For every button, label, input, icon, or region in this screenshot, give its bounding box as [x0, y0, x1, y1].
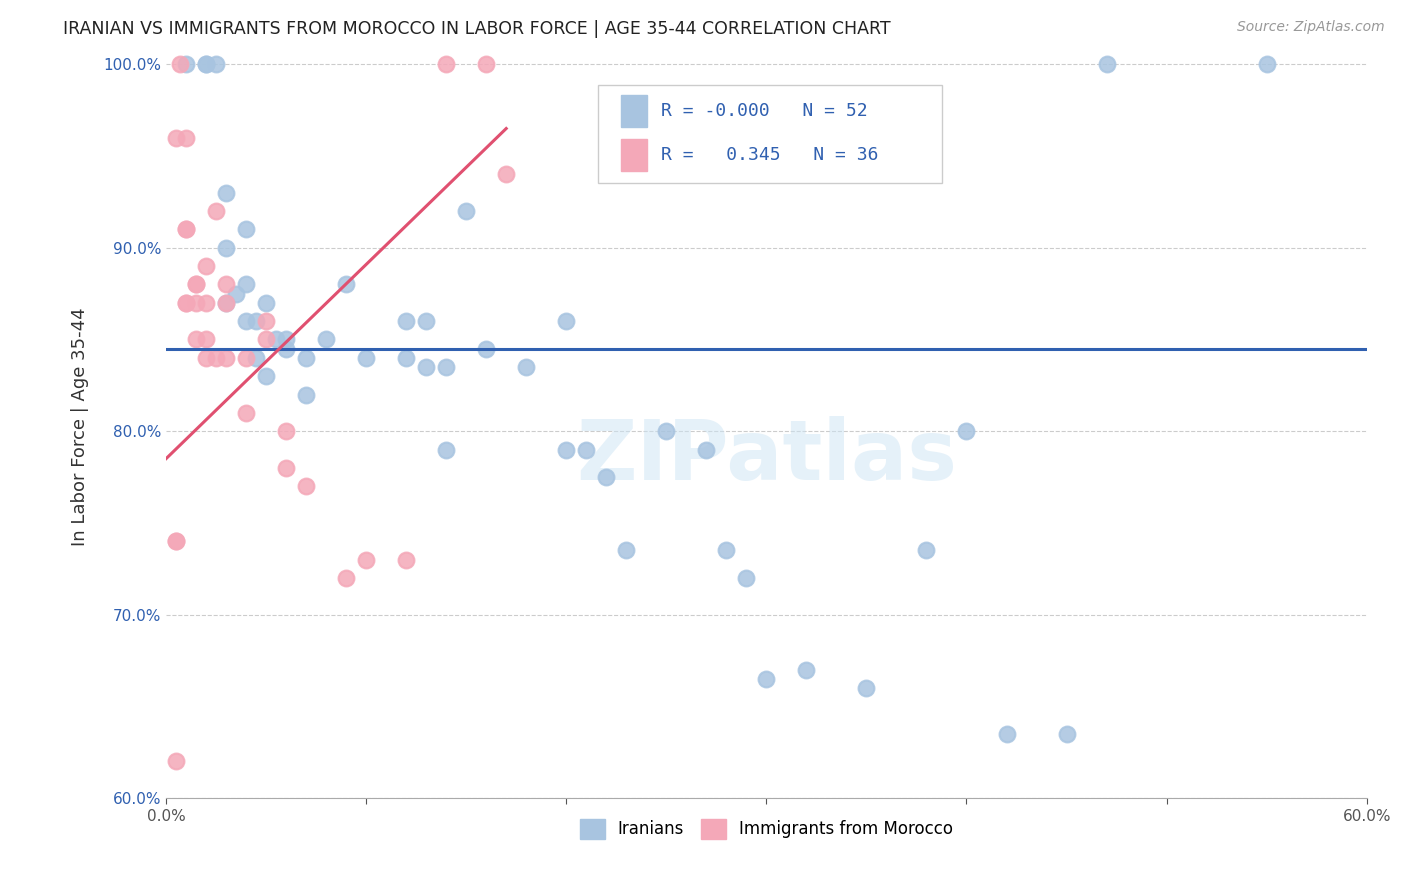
Point	[184, 277, 207, 292]
Point	[195, 57, 218, 71]
Point	[1056, 727, 1078, 741]
Point	[495, 168, 517, 182]
Point	[415, 359, 437, 374]
Point	[174, 295, 197, 310]
Text: ZIPatlas: ZIPatlas	[576, 416, 957, 497]
Point	[174, 222, 197, 236]
Point	[195, 57, 218, 71]
Point	[796, 663, 818, 677]
Point	[184, 333, 207, 347]
Point	[295, 351, 318, 365]
Point	[254, 333, 277, 347]
Point	[174, 130, 197, 145]
Point	[245, 351, 267, 365]
Point	[195, 351, 218, 365]
Point	[274, 424, 297, 438]
Point	[434, 442, 457, 457]
Point	[515, 359, 537, 374]
Point	[254, 369, 277, 384]
Point	[235, 222, 257, 236]
Point	[254, 314, 277, 328]
Point	[915, 543, 938, 558]
Point	[169, 57, 191, 71]
Text: R =   0.345   N = 36: R = 0.345 N = 36	[661, 146, 879, 164]
Point	[695, 442, 717, 457]
Point	[184, 277, 207, 292]
Point	[165, 755, 187, 769]
Point	[475, 57, 498, 71]
Legend: Iranians, Immigrants from Morocco: Iranians, Immigrants from Morocco	[572, 812, 960, 846]
Point	[165, 534, 187, 549]
Point	[434, 57, 457, 71]
Point	[235, 351, 257, 365]
Point	[215, 241, 238, 255]
Point	[335, 277, 357, 292]
Point	[335, 571, 357, 585]
Point	[174, 295, 197, 310]
Point	[655, 424, 678, 438]
Point	[755, 672, 778, 686]
Point	[315, 333, 337, 347]
Point	[195, 259, 218, 273]
Point	[555, 314, 578, 328]
Point	[215, 295, 238, 310]
Point	[475, 342, 498, 356]
Point	[215, 186, 238, 200]
Point	[215, 277, 238, 292]
Point	[274, 461, 297, 475]
Point	[205, 57, 228, 71]
Point	[195, 333, 218, 347]
Point	[215, 351, 238, 365]
Text: Source: ZipAtlas.com: Source: ZipAtlas.com	[1237, 20, 1385, 34]
Point	[195, 295, 218, 310]
Text: IRANIAN VS IMMIGRANTS FROM MOROCCO IN LABOR FORCE | AGE 35-44 CORRELATION CHART: IRANIAN VS IMMIGRANTS FROM MOROCCO IN LA…	[63, 20, 891, 37]
Point	[274, 342, 297, 356]
Point	[395, 314, 418, 328]
Point	[434, 359, 457, 374]
Point	[165, 130, 187, 145]
Point	[595, 470, 617, 484]
Point	[716, 543, 738, 558]
Point	[555, 442, 578, 457]
Point	[955, 424, 977, 438]
Point	[575, 442, 598, 457]
Point	[855, 681, 877, 695]
Point	[245, 314, 267, 328]
Point	[235, 277, 257, 292]
Point	[225, 286, 247, 301]
Point	[254, 295, 277, 310]
Point	[295, 479, 318, 493]
Point	[165, 534, 187, 549]
Point	[174, 57, 197, 71]
Point	[395, 552, 418, 566]
Point	[215, 295, 238, 310]
Point	[205, 351, 228, 365]
Point	[415, 314, 437, 328]
Point	[205, 204, 228, 219]
Point	[395, 351, 418, 365]
Point	[1256, 57, 1278, 71]
Point	[995, 727, 1018, 741]
Point	[184, 295, 207, 310]
Y-axis label: In Labor Force | Age 35-44: In Labor Force | Age 35-44	[72, 308, 89, 546]
Point	[354, 552, 377, 566]
Point	[274, 333, 297, 347]
Point	[264, 333, 287, 347]
Point	[354, 351, 377, 365]
Point	[235, 406, 257, 420]
Point	[614, 543, 637, 558]
Point	[295, 387, 318, 401]
Point	[235, 314, 257, 328]
Text: R = -0.000   N = 52: R = -0.000 N = 52	[661, 102, 868, 120]
Point	[456, 204, 478, 219]
Point	[174, 222, 197, 236]
Point	[1095, 57, 1118, 71]
Point	[735, 571, 758, 585]
